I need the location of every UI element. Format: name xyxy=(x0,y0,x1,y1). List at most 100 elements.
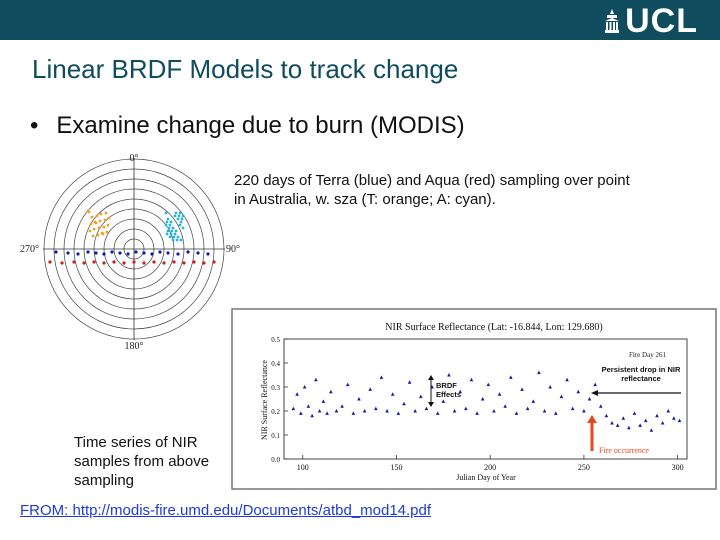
aqua-sza-point xyxy=(181,226,185,230)
aqua-sza-point xyxy=(165,220,169,224)
slide-title: Linear BRDF Models to track change xyxy=(32,54,459,84)
polar-sampling-plot: 0° 270° 90° 180° xyxy=(20,153,240,352)
data-point xyxy=(598,404,603,408)
y-tick-label: 0.0 xyxy=(271,456,280,464)
terra-sza-point xyxy=(94,221,98,225)
brdf-arrowhead-down xyxy=(428,402,434,407)
axis-ticks: 100 150 200 250 300 0.0 0.1 0.2 0.3 0.4 0.5 xyxy=(271,336,683,472)
aqua-sample-point xyxy=(92,260,96,264)
data-point xyxy=(480,397,485,401)
terra-sza-point xyxy=(99,212,103,216)
terra-sample-point xyxy=(118,251,122,255)
data-point xyxy=(531,399,536,403)
ucl-logo: UCL xyxy=(605,2,698,40)
data-point xyxy=(503,404,507,408)
aqua-sza-point xyxy=(164,223,168,227)
x-tick-label: 300 xyxy=(672,463,684,472)
terra-sza-point xyxy=(107,216,111,220)
aqua-sample-point xyxy=(142,261,146,265)
polar-label-left: 270° xyxy=(20,244,39,255)
data-point xyxy=(643,418,648,423)
data-point xyxy=(419,394,423,399)
terra-sample-point xyxy=(142,251,146,255)
aqua-sza-point xyxy=(165,232,169,236)
terra-sample-point xyxy=(66,251,70,255)
terra-sample-point xyxy=(186,250,190,254)
terra-sza-point xyxy=(92,227,96,231)
data-point xyxy=(314,377,318,382)
data-point xyxy=(464,406,468,411)
aqua-sza-point xyxy=(180,217,184,221)
data-point xyxy=(604,413,609,418)
data-point xyxy=(509,375,513,379)
aqua-sample-point xyxy=(182,261,186,265)
aqua-sza-point xyxy=(174,229,178,233)
terra-sza-point xyxy=(103,218,107,222)
bullet-text: Examine change due to burn (MODIS) xyxy=(56,112,465,139)
data-point xyxy=(299,411,303,415)
aqua-sample-point xyxy=(162,261,166,265)
aqua-sample-point xyxy=(212,260,216,264)
aqua-sza-point xyxy=(179,220,183,224)
aqua-sza-point xyxy=(168,223,172,227)
terra-sza-point xyxy=(102,225,106,229)
aqua-sample-point xyxy=(122,261,126,265)
data-point xyxy=(621,416,626,420)
terra-sza-point xyxy=(104,211,108,215)
terra-sample-point xyxy=(150,252,154,256)
aqua-sza-point xyxy=(171,238,175,242)
x-tick-label: 250 xyxy=(578,463,590,472)
data-point xyxy=(357,397,361,401)
aqua-sza-point xyxy=(164,211,168,215)
terra-sample-point xyxy=(102,252,106,256)
data-point xyxy=(385,409,389,413)
data-point xyxy=(542,409,547,413)
x-tick-label: 200 xyxy=(484,463,496,472)
aqua-sample-point xyxy=(202,261,206,265)
aqua-sza-point xyxy=(173,232,177,236)
data-point xyxy=(340,404,344,408)
data-point xyxy=(413,409,418,413)
fire-occurrence-arrowhead xyxy=(587,415,597,423)
terra-sample-point xyxy=(166,251,170,255)
aqua-sample-point xyxy=(152,260,156,264)
data-point xyxy=(396,411,401,415)
data-point xyxy=(362,409,367,413)
terra-sample-point xyxy=(176,252,180,256)
polar-label-top: 0° xyxy=(130,153,139,164)
data-points xyxy=(291,370,682,432)
y-tick-label: 0.5 xyxy=(271,336,280,344)
data-point xyxy=(345,382,350,387)
aqua-sample-point xyxy=(82,261,86,265)
x-tick-label: 100 xyxy=(297,463,309,472)
aqua-sza-point xyxy=(175,238,179,242)
data-point xyxy=(525,406,530,411)
persistent-drop-arrowhead xyxy=(591,390,598,396)
data-point xyxy=(469,377,474,382)
data-point xyxy=(565,377,569,382)
aqua-sample-point xyxy=(48,260,52,264)
terra-sza-point xyxy=(88,229,92,233)
source-link[interactable]: FROM: http://modis-fire.umd.edu/Document… xyxy=(20,502,432,519)
data-point xyxy=(666,409,671,413)
data-point xyxy=(553,411,558,415)
data-point xyxy=(325,411,329,415)
terra-sample-point xyxy=(76,252,80,256)
aqua-sza-point xyxy=(174,211,178,215)
header-bar: UCL xyxy=(0,0,720,40)
aqua-sza-point xyxy=(171,226,175,230)
logo-text: UCL xyxy=(625,2,698,40)
data-point xyxy=(368,387,373,391)
data-point xyxy=(435,411,440,415)
timeseries-caption: Time series of NIR samples from above sa… xyxy=(74,434,210,489)
terra-sample-point xyxy=(158,250,162,254)
terra-sza-point xyxy=(91,234,95,238)
aqua-sample-point xyxy=(102,261,106,265)
polar-label-bottom: 180° xyxy=(125,341,144,352)
data-point xyxy=(587,397,592,401)
data-point xyxy=(492,409,496,413)
aqua-sza-point xyxy=(178,223,182,227)
aqua-sza-point xyxy=(179,238,183,242)
data-point xyxy=(291,406,296,411)
aqua-sample-point xyxy=(172,260,176,264)
